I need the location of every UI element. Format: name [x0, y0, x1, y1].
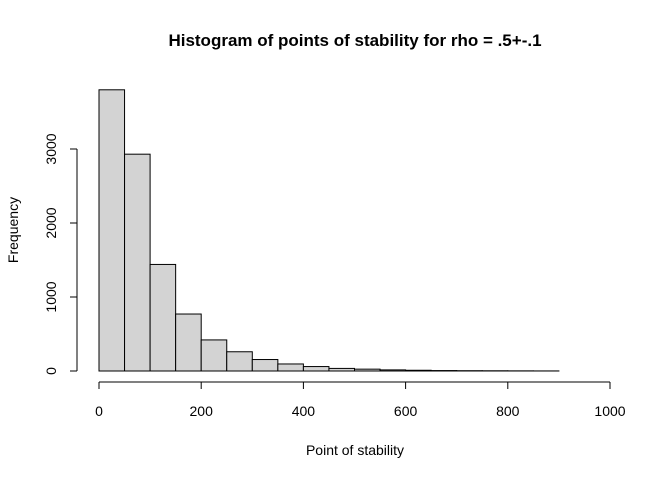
histogram-bar: [277, 363, 304, 372]
histogram-bar: [200, 339, 228, 372]
x-axis: 0 200 400 600 800 1000: [95, 381, 626, 419]
histogram-bar: [124, 153, 151, 372]
histogram-bar: [149, 263, 177, 372]
y-tick-label: 2000: [43, 207, 59, 238]
x-tick-label: 800: [496, 403, 520, 419]
y-tick-label: 3000: [43, 133, 59, 164]
histogram-bar: [379, 369, 407, 372]
histogram-bar: [98, 89, 126, 372]
y-axis-label: Frequency: [5, 197, 21, 263]
histogram-bar: [328, 367, 356, 372]
histogram-bar: [405, 369, 432, 372]
x-tick-label: 600: [394, 403, 418, 419]
y-tick-label: 0: [43, 367, 59, 375]
y-axis: 0 1000 2000 3000: [43, 133, 78, 375]
y-tick-label: 1000: [43, 281, 59, 312]
x-tick-label: 1000: [594, 403, 625, 419]
histogram-bar: [302, 366, 330, 372]
x-tick-label: 200: [190, 403, 214, 419]
histogram-bar: [175, 313, 202, 372]
chart-title: Histogram of points of stability for rho…: [168, 31, 541, 50]
histogram-bar: [251, 359, 279, 372]
histogram-bar: [354, 368, 381, 372]
x-tick-label: 400: [292, 403, 316, 419]
x-axis-label: Point of stability: [306, 442, 404, 458]
bars-group: [98, 89, 560, 372]
histogram-bar: [226, 351, 253, 372]
x-tick-label: 0: [95, 403, 103, 419]
